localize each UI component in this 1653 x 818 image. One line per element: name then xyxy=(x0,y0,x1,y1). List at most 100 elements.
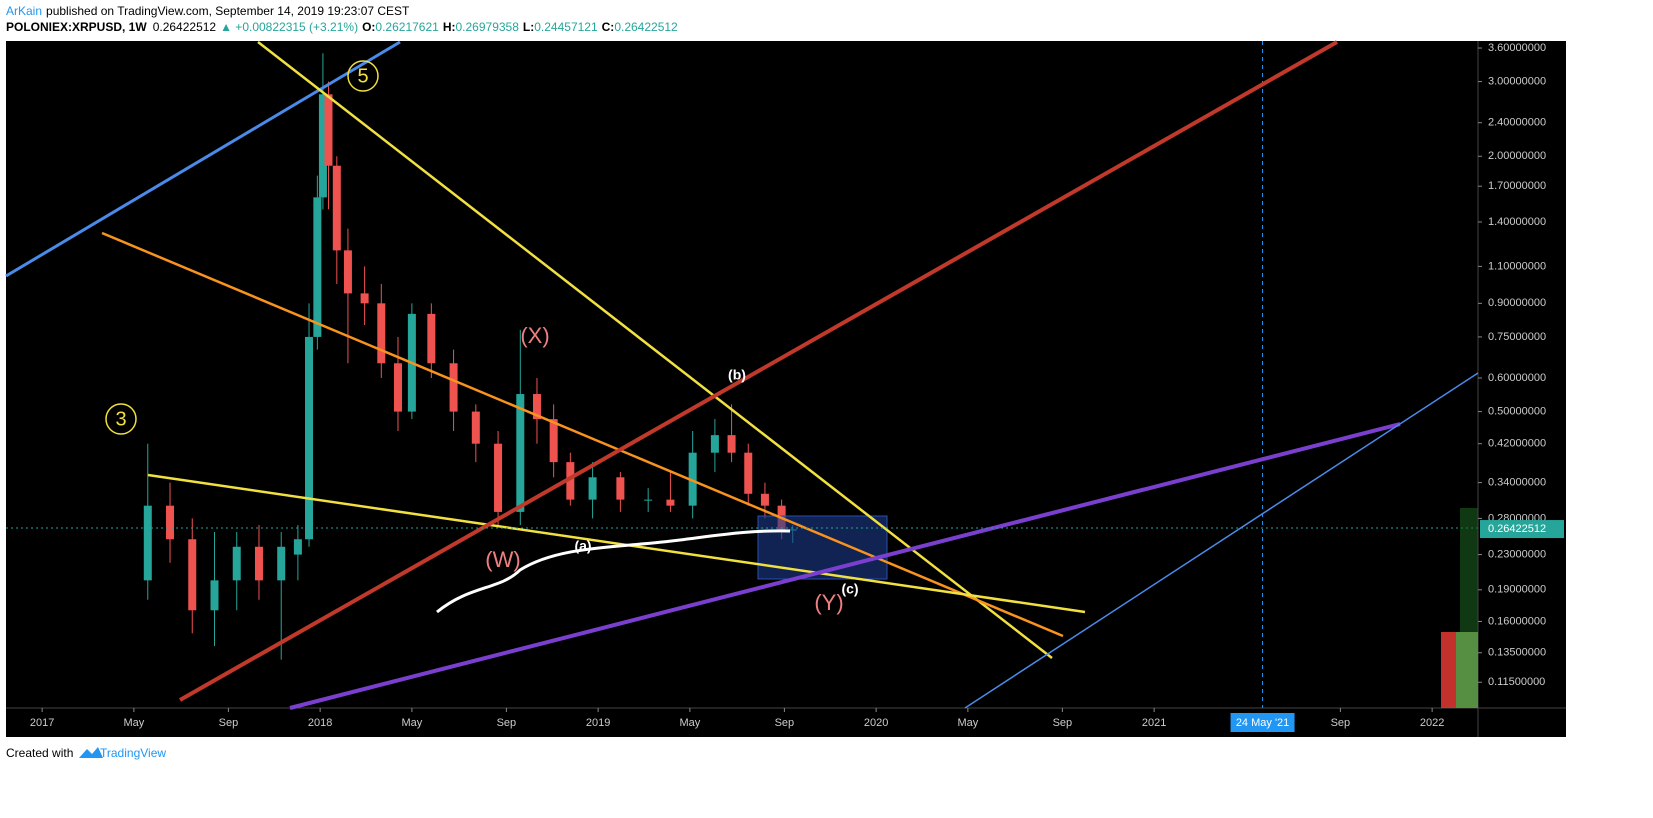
trend-line xyxy=(5,40,401,278)
x-tick-label: Sep xyxy=(219,717,239,729)
drawings xyxy=(5,40,1479,710)
candle-body xyxy=(377,303,386,364)
y-tick-label: 3.00000000 xyxy=(1488,76,1546,88)
y-tick-label: 0.16000000 xyxy=(1488,615,1546,627)
x-tick-label: May xyxy=(957,717,978,729)
annotation: 5 xyxy=(357,65,368,87)
wave-circle xyxy=(347,60,379,92)
y-tick-label: 2.40000000 xyxy=(1488,117,1546,129)
volume-profile xyxy=(1460,508,1478,632)
wave-circle xyxy=(105,403,137,435)
x-tick-label: Sep xyxy=(775,717,795,729)
h: 0.26979358 xyxy=(456,20,520,34)
annotation: (a) xyxy=(574,538,591,554)
trend-line xyxy=(964,372,1479,709)
candle-body xyxy=(532,394,541,420)
candle-body xyxy=(549,419,558,463)
moving-average xyxy=(436,529,791,614)
candle-body xyxy=(360,293,369,304)
x-tick-label: May xyxy=(679,717,700,729)
x-tick-label: 2020 xyxy=(864,717,888,729)
candle-body xyxy=(210,580,219,611)
date-marker-box xyxy=(1230,713,1295,732)
trend-line xyxy=(179,40,1338,702)
candle-body xyxy=(516,394,525,512)
candle-body xyxy=(688,452,697,506)
l-label: L: xyxy=(523,20,534,34)
y-tick-label: 2.00000000 xyxy=(1488,150,1546,162)
y-tick-label: 0.34000000 xyxy=(1488,477,1546,489)
trend-line xyxy=(257,41,1053,659)
x-tick-label: Sep xyxy=(1331,717,1351,729)
candle-body xyxy=(343,250,352,294)
candle-body xyxy=(588,477,597,500)
c: 0.26422512 xyxy=(614,20,678,34)
candle-body xyxy=(277,546,286,581)
candle-body xyxy=(666,499,675,506)
target-box xyxy=(757,515,888,580)
y-tick-label: 0.23000000 xyxy=(1488,549,1546,561)
annotation: (X) xyxy=(520,323,549,348)
symbol: POLONIEX:XRPUSD, 1W xyxy=(6,20,147,34)
y-tick-label: 0.90000000 xyxy=(1488,297,1546,309)
candle-body xyxy=(494,443,503,512)
candle-body xyxy=(760,493,769,506)
y-tick-label: 0.13500000 xyxy=(1488,647,1546,659)
candle-body xyxy=(324,94,333,166)
o: 0.26217621 xyxy=(375,20,439,34)
candle-body xyxy=(644,499,653,501)
l: 0.24457121 xyxy=(534,20,598,34)
footer-brand[interactable]: TradingView xyxy=(100,746,166,760)
candle-body xyxy=(293,539,302,555)
candle-body xyxy=(427,313,436,364)
candle-body xyxy=(449,363,458,412)
author[interactable]: ArKain xyxy=(6,4,42,18)
y-tick-label: 0.42000000 xyxy=(1488,438,1546,450)
x-tick-label: May xyxy=(401,717,422,729)
annotation: 3 xyxy=(115,408,126,430)
x-tick-label: Sep xyxy=(497,717,517,729)
trend-line xyxy=(101,231,1064,638)
candle-body xyxy=(313,197,322,337)
x-tick-label: 2018 xyxy=(308,717,332,729)
x-tick-label: 2021 xyxy=(1142,717,1166,729)
o-label: O: xyxy=(362,20,375,34)
candle-body xyxy=(710,435,719,453)
date-marker-label: 24 May '21 xyxy=(1236,717,1289,729)
x-tick-label: 2019 xyxy=(586,717,610,729)
y-tick-label: 3.60000000 xyxy=(1488,42,1546,54)
trend-line xyxy=(289,422,1401,710)
y-tick-label: 1.10000000 xyxy=(1488,260,1546,272)
candle-body xyxy=(332,165,341,251)
y-tick-label: 1.40000000 xyxy=(1488,216,1546,228)
x-tick-label: Sep xyxy=(1053,717,1073,729)
last: 0.26422512 xyxy=(153,20,217,34)
logo xyxy=(79,747,103,758)
candle-body xyxy=(616,477,625,500)
candle-body xyxy=(471,411,480,444)
annotation: (Y) xyxy=(814,590,843,615)
candle-body xyxy=(232,546,241,581)
header-line-1: ArKain published on TradingView.com, Sept… xyxy=(6,4,410,18)
candle-body xyxy=(393,363,402,412)
trend-line xyxy=(147,473,1086,614)
candle-body xyxy=(744,452,753,494)
y-tick-label: 0.75000000 xyxy=(1488,331,1546,343)
h-label: H: xyxy=(443,20,456,34)
c-label: C: xyxy=(602,20,615,34)
candle-body xyxy=(188,539,197,611)
last-price-box xyxy=(1480,520,1564,539)
published: published on TradingView.com, September … xyxy=(46,4,410,18)
candle-body xyxy=(143,505,152,581)
annotation: (W) xyxy=(485,547,520,572)
y-tick-label: 0.11500000 xyxy=(1488,676,1545,688)
candle-body xyxy=(166,505,175,540)
footer-created: Created with xyxy=(6,746,73,760)
annotation: (b) xyxy=(728,367,746,383)
chart-background xyxy=(6,41,1566,737)
annotation: (c) xyxy=(841,581,858,597)
change: ▲ +0.00822315 (+3.21%) xyxy=(220,20,358,34)
y-tick-label: 0.50000000 xyxy=(1488,405,1546,417)
y-tick-label: 1.70000000 xyxy=(1488,180,1546,192)
